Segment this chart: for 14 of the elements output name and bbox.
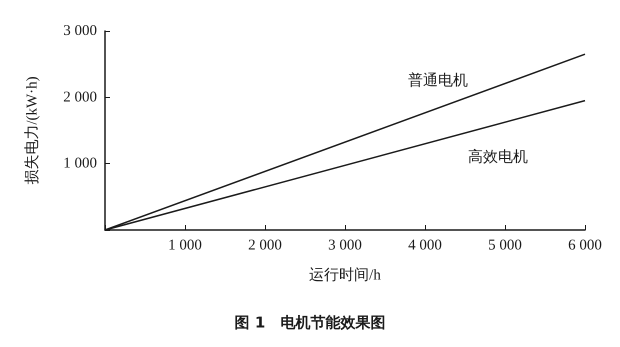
x-tick-label: 2 000 [248, 238, 282, 254]
x-tick-label: 1 000 [168, 238, 202, 254]
text: 图 1 电机节能效果图 [234, 314, 386, 332]
y-tick-label: 3 000 [63, 23, 97, 39]
series-label: 普通电机 [408, 72, 468, 90]
y-tick-label: 2 000 [63, 89, 97, 106]
y-tick-label: 1 000 [63, 156, 97, 172]
x-axis-title: 运行时间/h [309, 266, 382, 284]
x-tick-label: 6 000 [568, 238, 602, 254]
x-tick-label: 4 000 [408, 238, 442, 254]
x-tick-label: 5 000 [488, 238, 522, 254]
x-tick-label: 3 000 [328, 238, 362, 254]
series-label: 高效电机 [468, 148, 528, 166]
y-axis-title: 损失电力/(kW·h) [24, 76, 40, 185]
